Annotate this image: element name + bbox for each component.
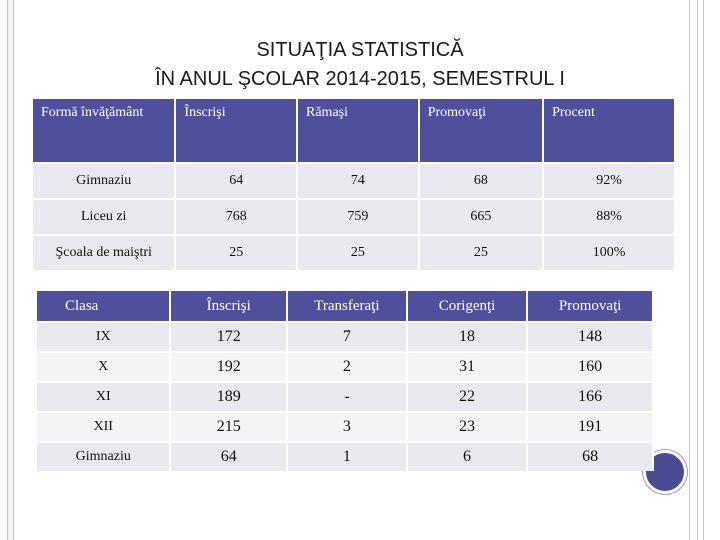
- col-header-procent: Procent: [543, 99, 676, 163]
- cell-forma: Şcoala de maiştri: [33, 234, 177, 270]
- col-header-ramasi: Rămaşi: [297, 99, 420, 163]
- cell-clasa: X: [37, 351, 172, 382]
- cell-corigenti: 23: [406, 411, 529, 442]
- col-header-transferati: Transferaţi: [287, 291, 408, 322]
- table-row: Şcoala de maiştri 25 25 25 100%: [33, 234, 676, 270]
- cell-inscrisi: 215: [170, 411, 289, 442]
- title-line-1: SITUAŢIA STATISTICĂ: [256, 39, 464, 61]
- cell-procent: 88%: [543, 198, 676, 235]
- cell-promovati: 166: [527, 381, 654, 412]
- table-row: XI 189 - 22 166: [37, 381, 654, 412]
- slide-title: SITUAŢIA STATISTICĂ ÎN ANUL ŞCOLAR 2014-…: [60, 36, 660, 94]
- table-row: Liceu zi 768 759 665 88%: [33, 198, 676, 235]
- decorative-circle: [643, 450, 687, 494]
- table-row: IX 172 7 18 148: [37, 321, 654, 352]
- cell-transferati: 1: [287, 441, 408, 471]
- cell-promovati: 68: [418, 162, 545, 199]
- cell-promovati: 68: [527, 441, 654, 471]
- slide-frame-right-line: [689, 0, 690, 540]
- table-header-row: Formă învăţământ Înscrişi Rămaşi Promova…: [33, 99, 676, 163]
- cell-transferati: 7: [287, 321, 408, 352]
- cell-promovati: 148: [527, 321, 654, 352]
- slide-frame-left: [7, 0, 14, 540]
- cell-clasa: XI: [37, 381, 172, 412]
- cell-promovati: 160: [527, 351, 654, 382]
- cell-procent: 92%: [543, 162, 676, 199]
- enrollment-summary-table: Formă învăţământ Înscrişi Rămaşi Promova…: [33, 99, 676, 270]
- col-header-inscrisi: Înscrişi: [170, 291, 289, 322]
- cell-inscrisi: 189: [170, 381, 289, 412]
- table-row: Gimnaziu 64 1 6 68: [37, 441, 654, 471]
- title-line-2: ÎN ANUL ŞCOLAR 2014-2015, SEMESTRUL I: [155, 68, 565, 90]
- col-header-promovati: Promovaţi: [527, 291, 654, 322]
- cell-promovati: 665: [418, 198, 545, 235]
- cell-clasa: Gimnaziu: [37, 441, 172, 471]
- cell-inscrisi: 64: [175, 162, 298, 199]
- cell-inscrisi: 192: [170, 351, 289, 382]
- table-row: XII 215 3 23 191: [37, 411, 654, 442]
- cell-promovati: 25: [418, 234, 545, 270]
- cell-inscrisi: 172: [170, 321, 289, 352]
- cell-forma: Gimnaziu: [33, 162, 177, 199]
- class-results-table: Clasa Înscrişi Transferaţi Corigenţi Pro…: [37, 291, 654, 471]
- cell-ramasi: 25: [297, 234, 420, 270]
- col-header-forma: Formă învăţământ: [33, 99, 177, 163]
- cell-inscrisi: 768: [175, 198, 298, 235]
- cell-forma: Liceu zi: [33, 198, 177, 235]
- cell-inscrisi: 64: [170, 441, 289, 471]
- table-row: Gimnaziu 64 74 68 92%: [33, 162, 676, 199]
- col-header-clasa: Clasa: [37, 291, 172, 322]
- cell-corigenti: 22: [406, 381, 529, 412]
- slide-frame-right-line: [703, 0, 704, 540]
- cell-ramasi: 74: [297, 162, 420, 199]
- table-header-row: Clasa Înscrişi Transferaţi Corigenţi Pro…: [37, 291, 654, 322]
- cell-ramasi: 759: [297, 198, 420, 235]
- cell-procent: 100%: [543, 234, 676, 270]
- col-header-promovati: Promovaţi: [418, 99, 545, 163]
- cell-corigenti: 18: [406, 321, 529, 352]
- cell-inscrisi: 25: [175, 234, 298, 270]
- col-header-inscrisi: Înscrişi: [175, 99, 298, 163]
- cell-promovati: 191: [527, 411, 654, 442]
- cell-transferati: -: [287, 381, 408, 412]
- col-header-corigenti: Corigenţi: [406, 291, 529, 322]
- cell-clasa: IX: [37, 321, 172, 352]
- slide-frame-right-line: [697, 0, 698, 540]
- cell-transferati: 3: [287, 411, 408, 442]
- cell-clasa: XII: [37, 411, 172, 442]
- cell-transferati: 2: [287, 351, 408, 382]
- table-row: X 192 2 31 160: [37, 351, 654, 382]
- cell-corigenti: 31: [406, 351, 529, 382]
- cell-corigenti: 6: [406, 441, 529, 471]
